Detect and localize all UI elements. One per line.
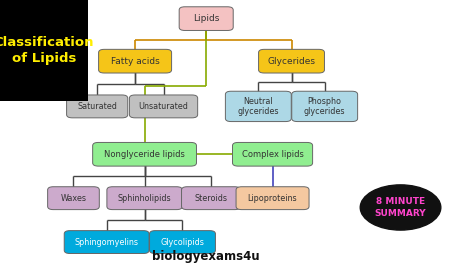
Text: Saturated: Saturated	[77, 102, 117, 111]
Text: Neutral
glycerides: Neutral glycerides	[237, 97, 279, 116]
Text: Sphingomyelins: Sphingomyelins	[74, 238, 139, 247]
FancyBboxPatch shape	[0, 0, 88, 101]
FancyBboxPatch shape	[129, 95, 198, 118]
Text: Unsaturated: Unsaturated	[138, 102, 189, 111]
FancyBboxPatch shape	[179, 7, 233, 31]
Text: Classification
of Lipids: Classification of Lipids	[0, 36, 94, 65]
FancyBboxPatch shape	[232, 143, 313, 166]
Circle shape	[360, 185, 441, 230]
Text: Lipids: Lipids	[193, 14, 219, 23]
Text: biologyexams4u: biologyexams4u	[152, 250, 260, 263]
FancyBboxPatch shape	[99, 49, 172, 73]
FancyBboxPatch shape	[182, 187, 240, 210]
FancyBboxPatch shape	[236, 187, 309, 210]
Text: Glycerides: Glycerides	[267, 57, 316, 66]
Text: Glycolipids: Glycolipids	[161, 238, 204, 247]
Text: Phospho
glycerides: Phospho glycerides	[304, 97, 346, 116]
FancyBboxPatch shape	[66, 95, 128, 118]
FancyBboxPatch shape	[92, 143, 196, 166]
FancyBboxPatch shape	[226, 91, 291, 122]
Text: Fatty acids: Fatty acids	[111, 57, 159, 66]
FancyBboxPatch shape	[149, 231, 215, 253]
Text: Nonglyceride lipids: Nonglyceride lipids	[104, 150, 185, 159]
FancyBboxPatch shape	[64, 231, 149, 253]
Text: Lipoproteins: Lipoproteins	[248, 194, 297, 203]
Text: Waxes: Waxes	[61, 194, 86, 203]
FancyBboxPatch shape	[47, 187, 100, 210]
FancyBboxPatch shape	[107, 187, 182, 210]
Text: Complex lipids: Complex lipids	[242, 150, 303, 159]
Text: Steroids: Steroids	[194, 194, 228, 203]
Text: 8 MINUTE
SUMMARY: 8 MINUTE SUMMARY	[375, 197, 426, 218]
Text: Sphinholipids: Sphinholipids	[118, 194, 172, 203]
FancyBboxPatch shape	[259, 49, 324, 73]
FancyBboxPatch shape	[292, 91, 358, 122]
